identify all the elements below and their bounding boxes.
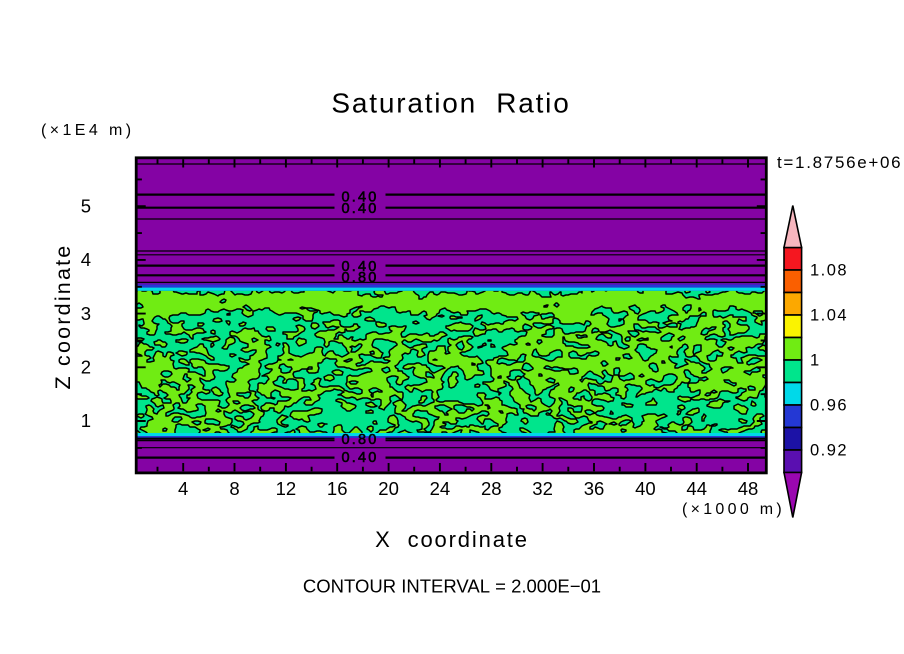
svg-text:0.80: 0.80 <box>341 270 378 286</box>
svg-text:0.40: 0.40 <box>341 259 378 275</box>
svg-text:CONTOUR INTERVAL = 2.000E−01: CONTOUR INTERVAL = 2.000E−01 <box>303 576 601 597</box>
svg-text:36: 36 <box>584 478 605 499</box>
svg-text:16: 16 <box>327 478 348 499</box>
svg-text:4: 4 <box>81 249 91 270</box>
svg-text:0.96: 0.96 <box>810 397 848 415</box>
svg-text:24: 24 <box>430 478 451 499</box>
svg-text:0.80: 0.80 <box>341 432 378 448</box>
svg-text:44: 44 <box>686 478 707 499</box>
svg-text:2: 2 <box>81 357 91 378</box>
svg-text:1.08: 1.08 <box>810 262 848 280</box>
svg-text:0.92: 0.92 <box>810 442 848 460</box>
svg-text:Z coordinate: Z coordinate <box>51 244 75 390</box>
svg-text:1: 1 <box>810 352 821 370</box>
svg-text:X coordinate: X coordinate <box>375 527 529 552</box>
svg-text:3: 3 <box>81 303 91 324</box>
svg-text:0.40: 0.40 <box>341 201 378 217</box>
svg-text:48: 48 <box>738 478 759 499</box>
svg-text:t=1.8756e+06: t=1.8756e+06 <box>777 153 902 172</box>
svg-text:40: 40 <box>635 478 656 499</box>
svg-text:0.40: 0.40 <box>341 450 378 466</box>
svg-text:5: 5 <box>81 195 91 216</box>
svg-text:20: 20 <box>378 478 399 499</box>
svg-text:(×1000 m): (×1000 m) <box>682 501 785 518</box>
svg-text:0.40: 0.40 <box>341 190 378 206</box>
svg-text:4: 4 <box>178 478 188 499</box>
svg-text:12: 12 <box>276 478 297 499</box>
svg-text:(×1E4 m): (×1E4 m) <box>41 122 134 139</box>
svg-text:Saturation Ratio: Saturation Ratio <box>331 88 570 119</box>
svg-text:8: 8 <box>229 478 239 499</box>
svg-text:32: 32 <box>532 478 553 499</box>
svg-text:28: 28 <box>481 478 502 499</box>
svg-text:1: 1 <box>81 410 91 431</box>
svg-text:1.04: 1.04 <box>810 307 848 325</box>
